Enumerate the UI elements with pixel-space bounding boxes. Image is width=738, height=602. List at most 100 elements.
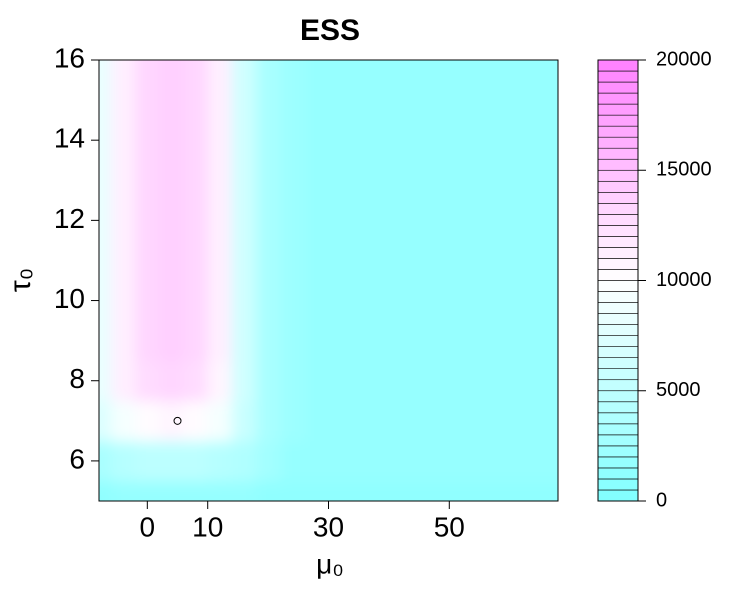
contour-cell <box>473 480 499 501</box>
contour-cell <box>183 480 209 501</box>
contour-cell <box>328 400 354 442</box>
contour-cell <box>376 280 402 322</box>
contour-cell <box>352 480 378 501</box>
contour-cell <box>400 60 426 81</box>
contour-cell <box>159 80 185 121</box>
contour-cell <box>328 200 354 241</box>
contour-cell <box>376 60 402 81</box>
contour-cell <box>449 200 474 241</box>
contour-cell <box>400 240 426 281</box>
key-band <box>597 291 639 303</box>
contour-cell <box>256 320 281 362</box>
contour-cell <box>304 320 329 362</box>
key-band <box>597 114 639 127</box>
contour-cell <box>207 80 233 121</box>
contour-cell <box>304 160 329 201</box>
contour-cell <box>425 320 450 362</box>
y-tick-label: 8 <box>69 363 85 394</box>
key-band <box>597 70 639 83</box>
contour-cell <box>449 440 474 482</box>
contour-cell <box>304 60 329 81</box>
contour-cell <box>449 320 474 362</box>
contour-cell <box>135 480 160 501</box>
contour-cell <box>207 400 233 442</box>
contour-cell <box>352 320 378 362</box>
key-band <box>597 180 639 193</box>
contour-cell <box>159 480 185 501</box>
contour-cell <box>231 360 257 402</box>
contour-cell <box>473 440 499 482</box>
contour-cell <box>425 60 450 81</box>
contour-cell <box>207 200 233 241</box>
contour-cell <box>135 240 160 281</box>
contour-cell <box>545 360 558 402</box>
contour-cell <box>280 480 305 501</box>
contour-cell <box>425 240 450 281</box>
contour-cell <box>111 160 136 201</box>
key-band <box>597 445 639 458</box>
key-tick-label: 0 <box>656 489 667 511</box>
contour-cell <box>449 480 474 501</box>
contour-cell <box>207 60 233 81</box>
contour-cell <box>376 440 402 482</box>
contour-cell <box>352 200 378 241</box>
key-band <box>597 59 639 72</box>
key-band <box>597 125 639 138</box>
contour-cell <box>497 240 523 281</box>
contour-cell <box>449 60 474 81</box>
y-tick-label: 6 <box>69 443 85 474</box>
contour-cell <box>99 160 112 201</box>
contour-cell <box>280 440 305 482</box>
contour-cell <box>400 400 426 442</box>
x-tick-label: 50 <box>434 511 465 542</box>
contour-cell <box>521 80 547 121</box>
contour-cell <box>183 240 209 281</box>
contour-cell <box>135 320 160 362</box>
contour-cell <box>183 440 209 482</box>
contour-cell <box>111 120 136 161</box>
contour-cell <box>376 120 402 161</box>
contour-cell <box>545 120 558 161</box>
key-band <box>597 412 639 425</box>
contour-cell <box>473 320 499 362</box>
contour-cell <box>497 200 523 241</box>
contour-cell <box>256 200 281 241</box>
contour-cell <box>280 320 305 362</box>
key-band <box>597 456 639 469</box>
contour-cell <box>400 480 426 501</box>
key-band <box>597 280 639 292</box>
contour-cell <box>304 240 329 281</box>
contour-cell <box>135 400 160 442</box>
contour-cell <box>425 80 450 121</box>
contour-cell <box>280 280 305 322</box>
contour-cell <box>449 280 474 322</box>
contour-cell <box>521 280 547 322</box>
contour-cell <box>521 440 547 482</box>
contour-cell <box>352 360 378 402</box>
contour-cell <box>99 480 112 501</box>
contour-cell <box>183 360 209 402</box>
contour-cell <box>328 280 354 322</box>
contour-cell <box>183 200 209 241</box>
contour-cell <box>352 240 378 281</box>
key-band <box>597 335 639 347</box>
contour-cell <box>256 160 281 201</box>
cells <box>99 60 558 501</box>
contour-cell <box>473 160 499 201</box>
contour-cell <box>159 440 185 482</box>
key-band <box>597 147 639 160</box>
contour-cell <box>425 440 450 482</box>
key-band <box>597 357 639 369</box>
contour-cell <box>111 280 136 322</box>
contour-cell <box>159 200 185 241</box>
contour-cell <box>473 120 499 161</box>
key-band <box>597 203 639 215</box>
contour-cell <box>545 400 558 442</box>
key-band <box>597 423 639 436</box>
contour-cell <box>135 160 160 201</box>
contour-cell <box>135 60 160 81</box>
key-band <box>597 313 639 325</box>
contour-cell <box>425 120 450 161</box>
key-band <box>597 324 639 336</box>
contour-cell <box>231 120 257 161</box>
